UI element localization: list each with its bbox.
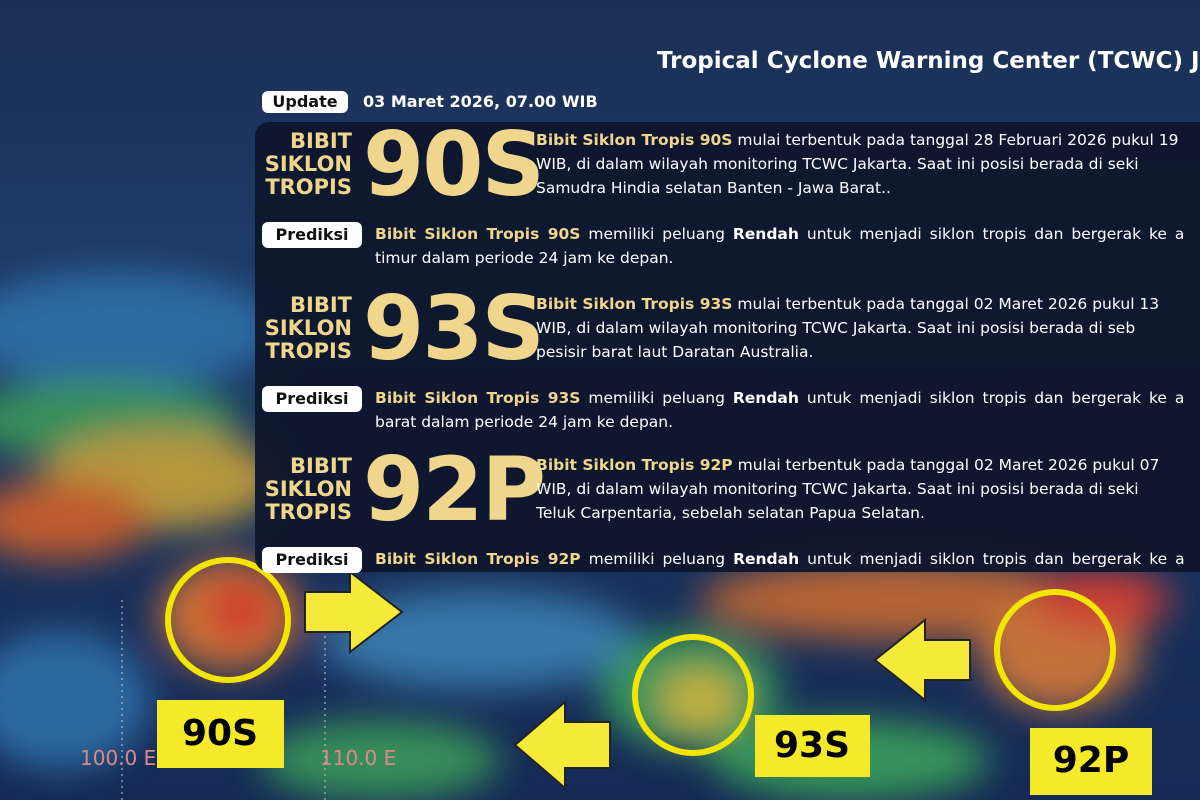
- prediction-badge: Prediksi: [262, 386, 362, 412]
- description-text: WIB, di dalam wilayah monitoring TCWC Ja…: [536, 319, 1136, 337]
- prediction-text: memiliki peluang: [588, 550, 726, 568]
- cyclone-name: Bibit Siklon Tropis 92P: [375, 550, 581, 568]
- cyclone-name: Bibit Siklon Tropis 92P: [536, 456, 733, 474]
- description-text: WIB, di dalam wilayah monitoring TCWC Ja…: [536, 480, 1139, 498]
- marker-label: 92P: [1053, 740, 1129, 781]
- prediction-level: Rendah: [732, 225, 799, 243]
- marker-label: 90S: [182, 713, 258, 754]
- update-time: 03 Maret 2026, 07.00 WIB: [363, 92, 598, 111]
- prediction-line: Bibit Siklon Tropis 92P memiliki peluang…: [375, 547, 1200, 571]
- prediction-badge: Prediksi: [262, 547, 362, 573]
- prediction-level: Rendah: [732, 389, 799, 407]
- prediction-text: untuk menjadi siklon tropis dan bergerak…: [807, 550, 1185, 568]
- label-line: BIBIT: [290, 454, 352, 478]
- card-label: BIBIT SIKLON TROPIS: [262, 455, 352, 524]
- cyclone-code: 90S: [363, 113, 543, 216]
- description-text: pesisir barat laut Daratan Australia.: [536, 343, 814, 361]
- description-line: Teluk Carpentaria, sebelah selatan Papua…: [536, 501, 1200, 525]
- marker-label: 93S: [774, 725, 850, 766]
- prediction: Bibit Siklon Tropis 92P memiliki peluang…: [375, 547, 1200, 571]
- label-line: BIBIT: [290, 129, 352, 153]
- prediction-line: Bibit Siklon Tropis 90S memiliki peluang…: [375, 222, 1200, 246]
- description-text: mulai terbentuk pada tanggal 28 Februari…: [737, 131, 1179, 149]
- description-text: Samudra Hindia selatan Banten - Jawa Bar…: [536, 179, 891, 197]
- info-panel: [255, 122, 1200, 572]
- cyclone-name: Bibit Siklon Tropis 93S: [375, 389, 581, 407]
- description: Bibit Siklon Tropis 92P mulai terbentuk …: [536, 453, 1200, 525]
- prediction-text: untuk menjadi siklon tropis dan bergerak…: [806, 389, 1185, 407]
- prediction-text: memiliki peluang: [588, 389, 725, 407]
- description-line: Bibit Siklon Tropis 92P mulai terbentuk …: [536, 453, 1200, 477]
- cyclone-code: 93S: [363, 277, 543, 380]
- cyclone-code: 92P: [363, 438, 544, 541]
- description-text: mulai terbentuk pada tanggal 02 Maret 20…: [737, 456, 1160, 474]
- update-badge: Update: [262, 91, 348, 113]
- description-line: WIB, di dalam wilayah monitoring TCWC Ja…: [536, 152, 1200, 176]
- description-text: Teluk Carpentaria, sebelah selatan Papua…: [536, 504, 925, 522]
- description-line: Bibit Siklon Tropis 93S mulai terbentuk …: [536, 292, 1200, 316]
- description-line: pesisir barat laut Daratan Australia.: [536, 340, 1200, 364]
- prediction: Bibit Siklon Tropis 90S memiliki peluang…: [375, 222, 1200, 270]
- label-line: TROPIS: [265, 500, 352, 524]
- card-label: BIBIT SIKLON TROPIS: [262, 130, 352, 199]
- label-line: SIKLON: [264, 316, 352, 340]
- label-line: BIBIT: [290, 293, 352, 317]
- title: Tropical Cyclone Warning Center (TCWC) J…: [657, 48, 1200, 74]
- label-line: TROPIS: [265, 175, 352, 199]
- label-line: SIKLON: [264, 477, 352, 501]
- cyclone-name: Bibit Siklon Tropis 90S: [536, 131, 733, 149]
- description-line: Bibit Siklon Tropis 90S mulai terbentuk …: [536, 128, 1200, 152]
- longitude-label: 100.0 E: [80, 746, 156, 770]
- cyclone-name: Bibit Siklon Tropis 90S: [375, 225, 581, 243]
- description-line: WIB, di dalam wilayah monitoring TCWC Ja…: [536, 477, 1200, 501]
- description: Bibit Siklon Tropis 90S mulai terbentuk …: [536, 128, 1200, 200]
- description: Bibit Siklon Tropis 93S mulai terbentuk …: [536, 292, 1200, 364]
- prediction-line: Bibit Siklon Tropis 93S memiliki peluang…: [375, 386, 1200, 410]
- prediction-text: memiliki peluang: [588, 225, 725, 243]
- description-line: Samudra Hindia selatan Banten - Jawa Bar…: [536, 176, 1200, 200]
- description-text: WIB, di dalam wilayah monitoring TCWC Ja…: [536, 155, 1139, 173]
- prediction-text: untuk menjadi siklon tropis dan bergerak…: [806, 225, 1185, 243]
- prediction-badge: Prediksi: [262, 222, 362, 248]
- prediction-level: Rendah: [733, 550, 800, 568]
- prediction-line: barat dalam periode 24 jam ke depan.: [375, 413, 674, 431]
- prediction: Bibit Siklon Tropis 93S memiliki peluang…: [375, 386, 1200, 434]
- description-text: mulai terbentuk pada tanggal 02 Maret 20…: [737, 295, 1160, 313]
- card-label: BIBIT SIKLON TROPIS: [262, 294, 352, 363]
- label-line: SIKLON: [264, 152, 352, 176]
- longitude-label: 110.0 E: [320, 746, 396, 770]
- prediction-line: timur dalam periode 24 jam ke depan.: [375, 249, 674, 267]
- label-line: TROPIS: [265, 339, 352, 363]
- cyclone-name: Bibit Siklon Tropis 93S: [536, 295, 733, 313]
- description-line: WIB, di dalam wilayah monitoring TCWC Ja…: [536, 316, 1200, 340]
